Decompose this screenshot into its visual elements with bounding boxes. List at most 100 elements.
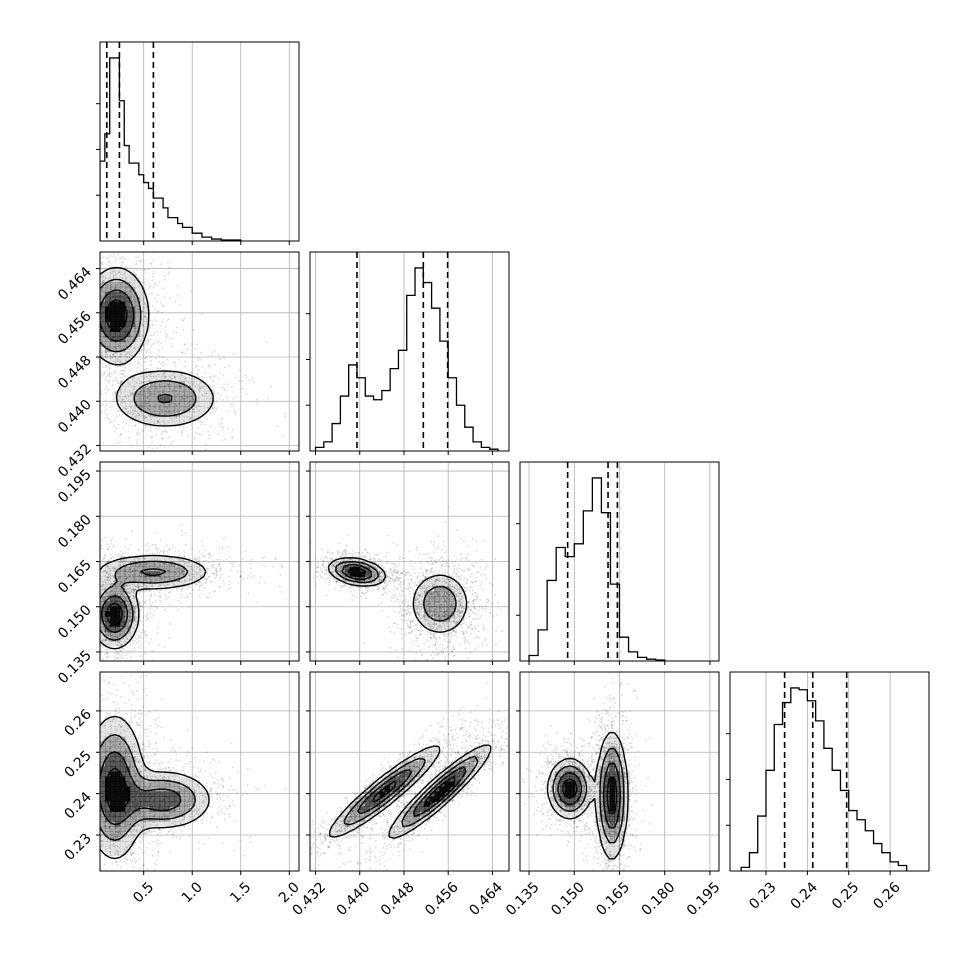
density-cell (119, 351, 126, 357)
density-cell (129, 576, 136, 582)
density-cell (419, 601, 425, 607)
density-cell (359, 571, 366, 577)
density-cell (464, 766, 470, 772)
density-cell (444, 781, 450, 787)
contour-line (546, 731, 629, 860)
density-cell (559, 761, 566, 767)
density-cell (199, 571, 205, 577)
density-cell (159, 396, 166, 402)
density-cell (339, 571, 346, 577)
density-cell (594, 776, 600, 782)
density-cell (419, 611, 425, 617)
density-cell (609, 826, 615, 832)
density-cell (164, 406, 171, 412)
density-cell (434, 586, 440, 592)
density-cell (399, 766, 405, 772)
density-cell (444, 581, 450, 587)
density-cell (369, 811, 376, 817)
density-cell (139, 301, 146, 308)
density-cell (114, 791, 121, 797)
density-cell (454, 611, 460, 617)
density-cell (554, 806, 561, 812)
density-cell (369, 566, 376, 572)
density-cell (359, 811, 366, 817)
density-cell (139, 296, 146, 303)
density-cell (399, 761, 405, 767)
density-cell (154, 771, 161, 777)
density-cell (109, 751, 116, 757)
density-cell (154, 821, 161, 827)
density-cell (109, 581, 116, 587)
density-cell (169, 771, 176, 777)
density-cell (184, 781, 190, 787)
density-cell (119, 326, 126, 332)
density-cell (119, 751, 126, 757)
density-cell (154, 776, 161, 782)
density-cell (569, 786, 576, 792)
density-cell (164, 801, 171, 807)
density-cell (169, 796, 176, 802)
density-cell (139, 316, 146, 323)
density-cell (129, 756, 136, 762)
density-cell (144, 306, 151, 313)
joint-panel-1-2 (306, 461, 510, 665)
density-cell (100, 821, 106, 827)
density-cell (614, 851, 620, 857)
density-cell (104, 771, 111, 777)
density-cell (444, 771, 450, 777)
density-cell (394, 776, 400, 782)
density-cell (139, 556, 146, 562)
density-cell (614, 781, 620, 787)
density-cell (100, 611, 106, 617)
density-cell (594, 771, 600, 777)
density-cell (134, 341, 141, 347)
density-cell (414, 821, 420, 827)
density-cell (124, 631, 131, 637)
density-cell (439, 581, 445, 587)
density-cell (114, 716, 121, 723)
density-cell (159, 576, 166, 582)
density-cell (189, 806, 195, 812)
density-cell (100, 836, 106, 842)
density-cell (154, 401, 161, 407)
density-cell (379, 806, 386, 812)
density-cell (569, 766, 576, 772)
x-tick-label: 1.5 (227, 879, 254, 906)
density-cell (379, 801, 386, 807)
density-cell (564, 791, 571, 797)
density-cell (119, 821, 126, 827)
density-cell (359, 566, 366, 572)
density-cell (469, 771, 475, 777)
density-cell (474, 766, 480, 772)
density-cell (104, 801, 111, 807)
density-cell (164, 796, 171, 802)
density-cell (199, 406, 205, 412)
density-cell (394, 826, 400, 832)
density-cell (114, 801, 121, 807)
density-cell (104, 846, 111, 852)
density-cell (100, 306, 106, 313)
density-cell (109, 831, 116, 837)
density-cell (429, 751, 435, 757)
density-cell (454, 586, 460, 592)
density-cell (114, 271, 121, 278)
density-cell (134, 576, 141, 582)
density-cell (114, 396, 121, 402)
density-cell (159, 371, 166, 377)
density-cell (414, 591, 420, 597)
density-cell (104, 601, 111, 607)
density-cell (459, 766, 465, 772)
density-cell (124, 606, 131, 612)
density-cell (124, 581, 131, 587)
density-cell (559, 801, 566, 807)
density-cell (109, 776, 116, 782)
density-cell (100, 321, 106, 328)
density-cell (109, 606, 116, 612)
density-cell (559, 781, 566, 787)
contour-line (100, 266, 214, 427)
density-cell (119, 386, 126, 392)
density-cell (124, 831, 131, 837)
density-cell (134, 291, 141, 298)
density-cell (414, 816, 420, 822)
density-cell (124, 406, 131, 412)
